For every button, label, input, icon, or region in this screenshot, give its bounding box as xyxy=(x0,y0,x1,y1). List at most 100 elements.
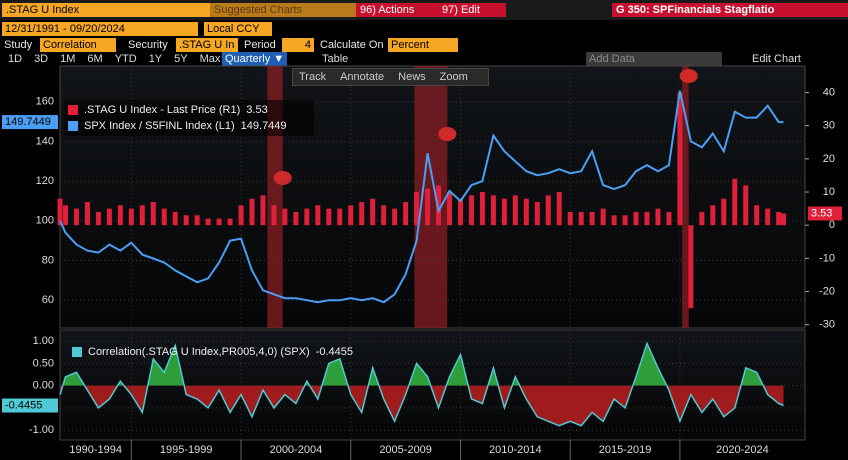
bar xyxy=(271,205,277,226)
edit-chart[interactable]: Edit Chart xyxy=(752,53,801,65)
bar xyxy=(348,205,354,226)
tool-button[interactable]: News xyxy=(398,71,426,83)
y2-tick-label: 10 xyxy=(823,186,835,198)
tool-button[interactable]: Zoom xyxy=(439,71,468,83)
study-label: Study xyxy=(4,39,33,51)
shaded-range xyxy=(414,66,448,328)
bar xyxy=(227,218,233,226)
legend-box xyxy=(64,100,314,136)
period-label: Period xyxy=(244,39,276,51)
line xyxy=(59,90,784,304)
calc-field[interactable]: Percent xyxy=(388,38,458,52)
range-button[interactable]: 3D xyxy=(34,53,49,65)
legend-swatch xyxy=(68,121,78,131)
tool-button[interactable]: Track xyxy=(299,71,327,83)
bar xyxy=(523,198,529,226)
range-button[interactable]: 6M xyxy=(87,53,103,65)
tool-button[interactable]: Annotate xyxy=(340,71,385,83)
bar xyxy=(479,192,485,226)
x-tick-label: 1990-1994 xyxy=(69,444,122,456)
bar xyxy=(183,215,189,226)
security-field[interactable]: .STAG U In xyxy=(176,38,238,52)
range-button[interactable]: 5Y xyxy=(174,53,188,65)
y-tick-label: 100 xyxy=(36,215,54,227)
currency[interactable]: Local CCY xyxy=(204,22,272,36)
study-bar: Study Correlation Security .STAG U In Pe… xyxy=(0,37,848,52)
bar xyxy=(304,208,310,226)
date-range[interactable]: 12/31/1991 - 09/20/2024 xyxy=(2,22,198,36)
value-flag xyxy=(2,115,58,130)
bar xyxy=(315,205,321,226)
bar xyxy=(710,205,716,226)
bar xyxy=(688,225,694,309)
bar xyxy=(545,195,551,226)
range-button[interactable]: 1D xyxy=(8,53,23,65)
y2-tick-label: 20 xyxy=(823,153,835,165)
x-tick-label: 2020-2024 xyxy=(716,444,769,456)
title-bar: .STAG U Index Suggested Charts 96) Actio… xyxy=(0,0,848,20)
event-marker xyxy=(679,69,698,83)
bar xyxy=(161,208,167,226)
value-flag-label: 149.7449 xyxy=(5,116,51,128)
bar xyxy=(73,208,79,226)
bar xyxy=(622,215,628,226)
bar xyxy=(392,208,398,226)
event-marker xyxy=(273,171,292,185)
bar xyxy=(677,92,683,226)
area-negative xyxy=(60,385,784,426)
y-tick-label: 120 xyxy=(36,175,54,187)
range-button[interactable]: 1M xyxy=(60,53,76,65)
study-field[interactable]: Correlation xyxy=(40,38,116,52)
x-tick-label: 1995-1999 xyxy=(160,444,213,456)
range-button[interactable]: YTD xyxy=(114,53,137,65)
bar xyxy=(780,213,786,226)
chart-tools: Track Annotate News Zoom xyxy=(292,68,489,86)
bar xyxy=(447,192,453,226)
event-marker xyxy=(438,127,457,141)
actions-menu[interactable]: 96) Actions xyxy=(356,3,438,17)
bar xyxy=(436,185,442,226)
x-tick-label: 2000-2004 xyxy=(270,444,323,456)
bar xyxy=(84,201,90,226)
y-tick-label: 1.00 xyxy=(33,335,54,347)
range-button[interactable]: Max xyxy=(199,53,221,65)
bar xyxy=(556,192,562,226)
bar xyxy=(578,211,584,226)
bar xyxy=(457,198,463,226)
bar xyxy=(216,218,222,226)
table-button[interactable]: Table xyxy=(322,53,349,65)
bar xyxy=(534,201,540,226)
legend-label: Correlation(.STAG U Index,PR005,4,0) (SP… xyxy=(88,346,310,358)
value-flag-label: -0.4455 xyxy=(5,399,42,411)
y-tick-label: 60 xyxy=(42,294,54,306)
period-field[interactable]: 4 xyxy=(282,38,314,52)
value-flag xyxy=(808,206,842,221)
suggested-charts[interactable]: Suggested Charts xyxy=(210,3,358,17)
add-data[interactable]: Add Data xyxy=(586,52,722,66)
bar xyxy=(468,195,474,226)
date-bar: 12/31/1991 - 09/20/2024 Local CCY xyxy=(0,20,848,37)
ticker[interactable]: .STAG U Index xyxy=(2,3,210,17)
bar xyxy=(238,205,244,226)
bar xyxy=(732,178,738,226)
value-flag-label: 3.53 xyxy=(811,207,832,219)
frequency[interactable]: Quarterly ▼ xyxy=(222,52,288,66)
bar xyxy=(655,208,661,226)
bar xyxy=(776,211,782,226)
bar xyxy=(370,198,376,226)
bar xyxy=(194,215,200,226)
bar xyxy=(501,198,507,226)
x-tick-label: 2010-2014 xyxy=(489,444,542,456)
bar xyxy=(150,201,156,226)
edit-menu[interactable]: 97) Edit xyxy=(438,3,506,17)
bar xyxy=(260,195,266,226)
bar xyxy=(743,185,749,226)
legend-label: .STAG U Index - Last Price (R1) xyxy=(84,104,240,116)
bar xyxy=(567,211,573,226)
x-tick-label: 2005-2009 xyxy=(379,444,432,456)
bar xyxy=(611,215,617,226)
bar xyxy=(512,195,518,226)
bar xyxy=(293,211,299,226)
range-button[interactable]: 1Y xyxy=(148,53,163,65)
